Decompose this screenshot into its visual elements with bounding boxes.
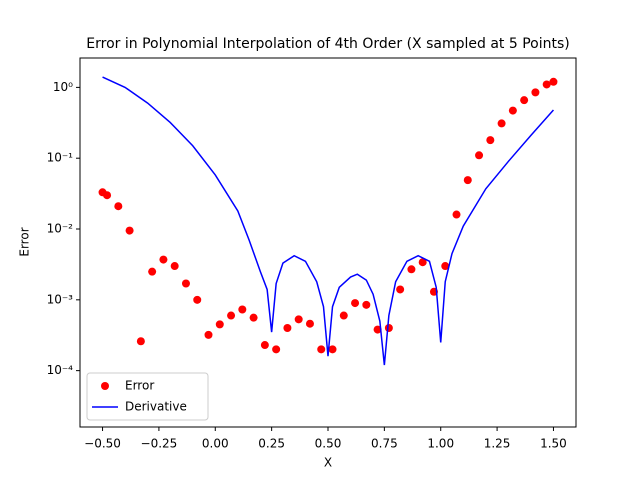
y-tick-label: 10⁻³ (47, 292, 74, 306)
error-point (317, 345, 326, 354)
error-point (283, 324, 292, 333)
error-point (249, 313, 258, 322)
error-point (328, 345, 337, 354)
error-point (508, 106, 517, 115)
plot-frame (79, 57, 577, 428)
x-tick-label: −0.25 (141, 437, 178, 451)
error-point (114, 202, 123, 211)
error-point (441, 262, 450, 271)
legend-label: Derivative (125, 400, 187, 414)
error-point (475, 151, 484, 160)
legend-box (86, 372, 209, 421)
y-axis-label: Error (18, 227, 32, 256)
x-axis-label: X (324, 456, 332, 470)
error-point (362, 300, 371, 309)
x-tick-label: 0.25 (258, 437, 285, 451)
error-point (159, 255, 168, 264)
x-tick-label: −0.50 (84, 437, 121, 451)
chart-title: Error in Polynomial Interpolation of 4th… (86, 36, 569, 52)
x-tick-label: 1.50 (540, 437, 567, 451)
error-point (463, 176, 472, 185)
error-point (181, 279, 190, 288)
error-point (170, 262, 179, 271)
error-point (148, 267, 157, 276)
error-point (227, 311, 236, 320)
error-point (520, 96, 529, 105)
error-point (294, 315, 303, 324)
error-point (407, 265, 416, 274)
error-point (497, 119, 506, 128)
error-point (351, 299, 360, 308)
error-point (531, 88, 540, 97)
y-tick-label: 10⁻⁴ (47, 363, 74, 377)
error-point (215, 320, 224, 329)
y-tick-label: 10⁻² (47, 222, 74, 236)
y-tick-label: 10⁻¹ (47, 151, 74, 165)
error-point (339, 311, 348, 320)
error-point (103, 191, 112, 200)
error-point (542, 80, 551, 89)
error-point (305, 319, 314, 328)
derivative-line (102, 76, 555, 366)
error-point (272, 345, 281, 354)
error-point (136, 337, 145, 346)
y-tick-label: 10⁰ (53, 80, 73, 94)
error-point (452, 210, 461, 219)
x-tick-label: 1.00 (427, 437, 454, 451)
legend-label: Error (125, 379, 154, 393)
error-point (396, 285, 405, 294)
error-point (549, 77, 558, 86)
x-tick-label: 0.00 (202, 437, 229, 451)
error-point (193, 295, 202, 304)
error-point (204, 330, 213, 339)
error-point (373, 325, 382, 334)
x-tick-label: 0.75 (371, 437, 398, 451)
error-point (125, 226, 134, 235)
error-point (260, 341, 269, 350)
x-tick-label: 0.50 (315, 437, 342, 451)
x-tick-label: 1.25 (484, 437, 511, 451)
legend-marker (101, 382, 109, 390)
error-point (418, 258, 427, 267)
error-point (384, 324, 393, 333)
error-point (486, 136, 495, 145)
error-point (238, 305, 247, 314)
